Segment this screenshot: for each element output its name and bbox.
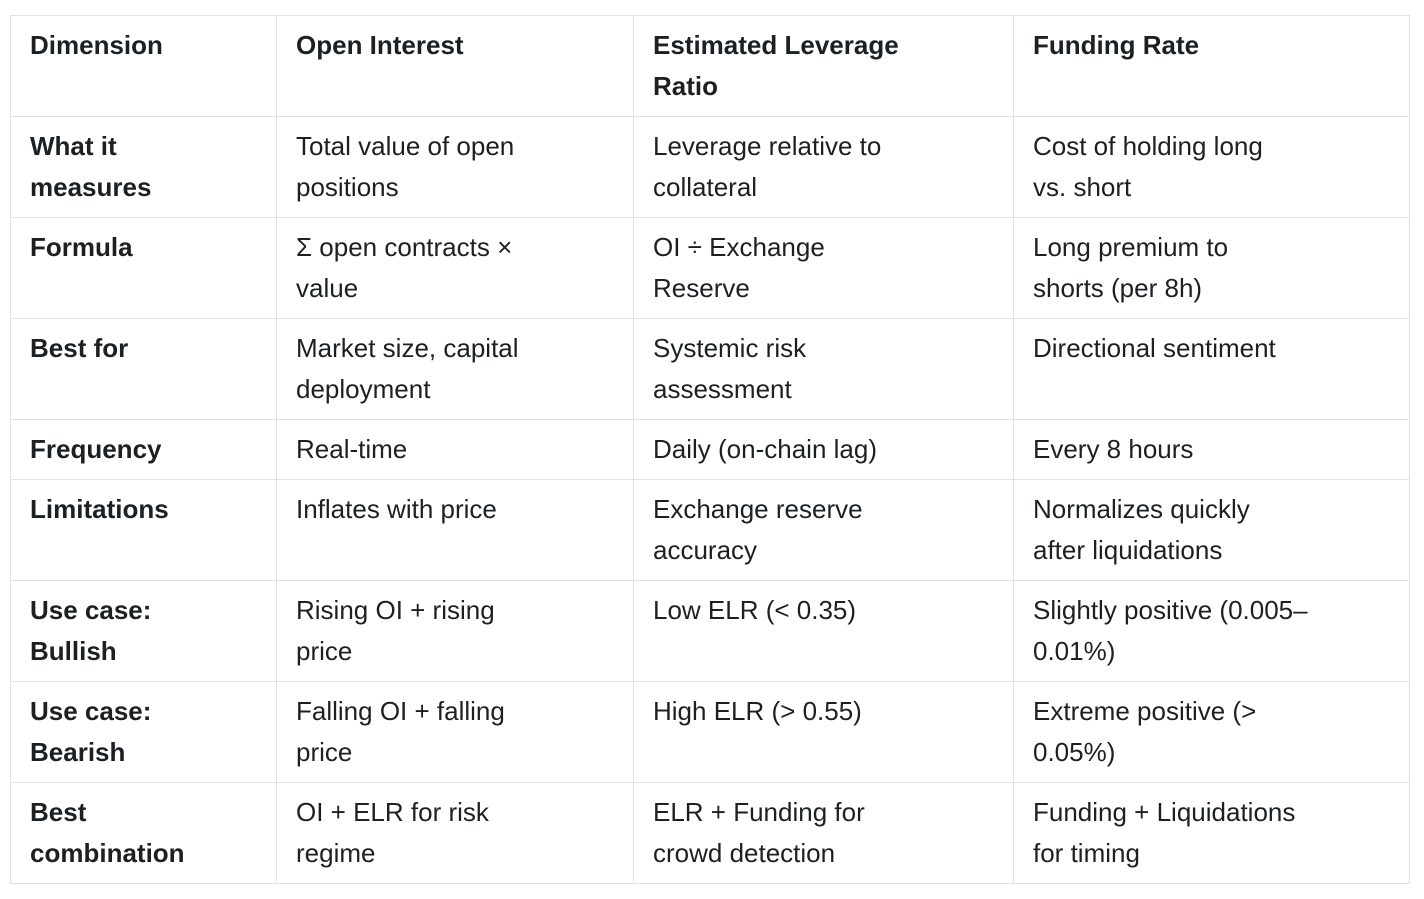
- table-cell: Exchange reserve accuracy: [633, 479, 1014, 581]
- row-header: Limitations: [10, 479, 277, 581]
- row-header: Frequency: [10, 419, 277, 480]
- table-row: Best for Market size, capital deployment…: [10, 318, 1410, 420]
- table-cell: Market size, capital deployment: [276, 318, 634, 420]
- table-cell: Inflates with price: [276, 479, 634, 581]
- table-cell: Total value of open positions: [276, 116, 634, 218]
- table-cell: Rising OI + rising price: [276, 580, 634, 682]
- row-header: Formula: [10, 217, 277, 319]
- table-cell: Slightly positive (0.005– 0.01%): [1013, 580, 1410, 682]
- table-row: Use case: Bullish Rising OI + rising pri…: [10, 580, 1410, 682]
- row-header: Best for: [10, 318, 277, 420]
- table-cell: Falling OI + falling price: [276, 681, 634, 783]
- table-cell: Extreme positive (> 0.05%): [1013, 681, 1410, 783]
- table-body: What it measures Total value of open pos…: [10, 116, 1410, 884]
- table-row: Formula Σ open contracts × value OI ÷ Ex…: [10, 217, 1410, 319]
- table-row: Frequency Real-time Daily (on-chain lag)…: [10, 419, 1410, 480]
- column-header-open-interest: Open Interest: [276, 15, 634, 117]
- table-cell: High ELR (> 0.55): [633, 681, 1014, 783]
- table-cell: ELR + Funding for crowd detection: [633, 782, 1014, 884]
- row-header: What it measures: [10, 116, 277, 218]
- table-cell: Cost of holding long vs. short: [1013, 116, 1410, 218]
- table-cell: Normalizes quickly after liquidations: [1013, 479, 1410, 581]
- comparison-table: Dimension Open Interest Estimated Levera…: [10, 15, 1410, 884]
- row-header: Use case: Bearish: [10, 681, 277, 783]
- table-cell: Systemic risk assessment: [633, 318, 1014, 420]
- table-cell: Leverage relative to collateral: [633, 116, 1014, 218]
- table-row: What it measures Total value of open pos…: [10, 116, 1410, 218]
- table-cell: Directional sentiment: [1013, 318, 1410, 420]
- table-cell: Low ELR (< 0.35): [633, 580, 1014, 682]
- table-cell: Long premium to shorts (per 8h): [1013, 217, 1410, 319]
- table-cell: Every 8 hours: [1013, 419, 1410, 480]
- row-header: Best combination: [10, 782, 277, 884]
- column-header-estimated-leverage-ratio: Estimated Leverage Ratio: [633, 15, 1014, 117]
- table-cell: Real-time: [276, 419, 634, 480]
- table-row: Best combination OI + ELR for risk regim…: [10, 782, 1410, 884]
- table-cell: Funding + Liquidations for timing: [1013, 782, 1410, 884]
- table-header-row: Dimension Open Interest Estimated Levera…: [10, 15, 1410, 117]
- table-cell: Daily (on-chain lag): [633, 419, 1014, 480]
- column-header-funding-rate: Funding Rate: [1013, 15, 1410, 117]
- column-header-dimension: Dimension: [10, 15, 277, 117]
- table-cell: OI + ELR for risk regime: [276, 782, 634, 884]
- table-cell: OI ÷ Exchange Reserve: [633, 217, 1014, 319]
- table-row: Use case: Bearish Falling OI + falling p…: [10, 681, 1410, 783]
- row-header: Use case: Bullish: [10, 580, 277, 682]
- table-row: Limitations Inflates with price Exchange…: [10, 479, 1410, 581]
- table-cell: Σ open contracts × value: [276, 217, 634, 319]
